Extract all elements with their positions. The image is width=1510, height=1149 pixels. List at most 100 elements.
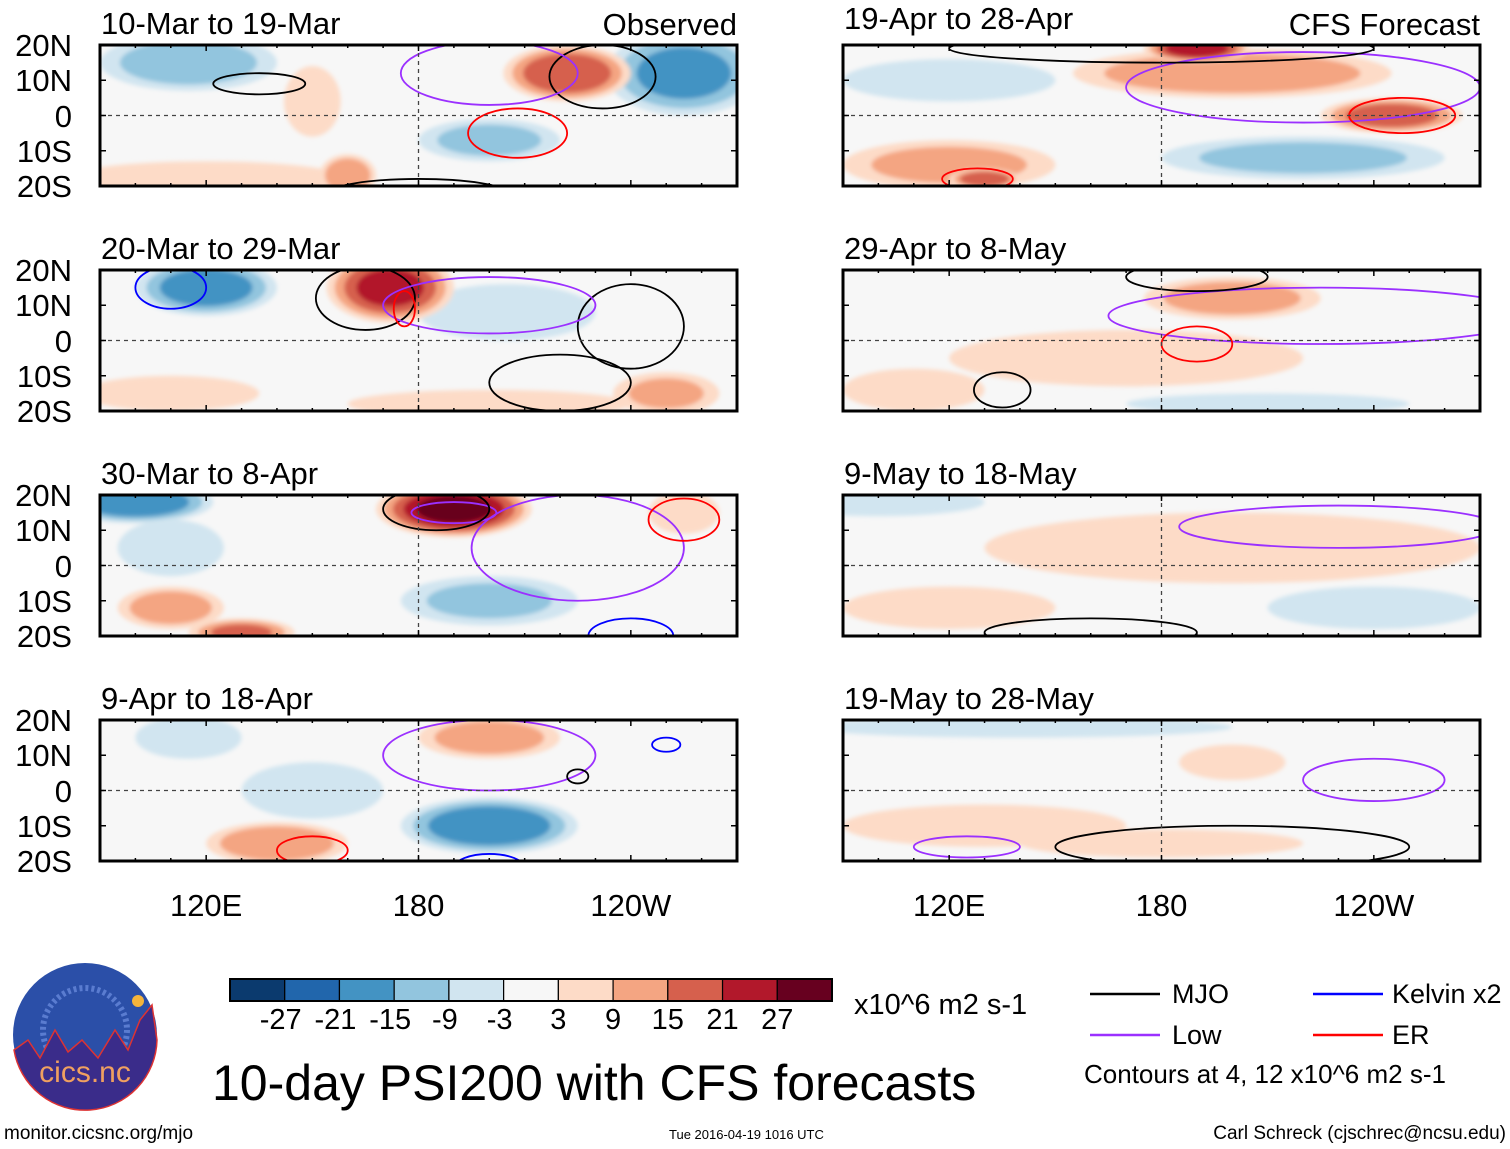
anomaly-shading [284,66,341,137]
legend-label-mjo: MJO [1172,979,1229,1009]
cicsnc-logo: cics.nc [13,963,158,1111]
anomaly-shading [523,53,612,93]
contour-er [647,497,721,542]
contour-low [470,495,685,602]
map-panel [843,45,1480,186]
footer-author: Carl Schreck (cjschrec@ncsu.edu) [1213,1123,1506,1144]
contour-kelvin [651,736,682,753]
anomaly-shading [210,624,273,636]
anomaly-fill [100,495,720,636]
y-tick-label: 20S [16,619,72,654]
colorbar-label: -27 [259,1004,302,1036]
contour-low [382,276,597,335]
map-panel [100,720,737,861]
y-tick-label: 20S [16,394,72,429]
y-tick-label: 10S [16,358,72,394]
anomaly-shading [117,519,224,577]
anomaly-shading [1163,281,1301,315]
colorbar-swatch [448,978,505,1002]
contour-low [410,501,498,525]
panel-title: 20-Mar to 29-Mar [101,231,341,266]
colorbar-label: -15 [369,1004,412,1036]
contour-er [941,167,1014,186]
contour-kelvin [134,270,208,310]
y-tick-label: 20N [15,703,72,738]
colorbar-swatch [229,978,286,1002]
y-tick-label: 20N [15,253,72,288]
colorbar-swatch [612,978,669,1002]
x-tick-label: 120E [169,888,243,923]
anomaly-fill [100,45,737,186]
contour-er [392,290,416,328]
anomaly-shading [129,591,212,625]
colorbar-swatch [503,978,559,1002]
contour-mjo [548,45,657,110]
contour-er [467,107,569,159]
panel-title: 29-Apr to 8-May [844,231,1067,266]
contour-low [382,720,597,792]
anomaly-shading [437,124,542,156]
colorbar-swatch [557,978,614,1002]
anomaly-shading [648,495,720,534]
anomaly-shading [428,806,551,846]
anomaly-fill [843,277,1410,411]
contour-low [399,45,579,106]
colorbar-frame [229,978,833,1002]
anomaly-shading [949,329,1304,387]
anomaly-shading [135,720,242,759]
legend-label-low: Low [1172,1020,1222,1050]
y-tick-label: 0 [54,548,72,584]
y-tick-label: 20N [15,28,72,63]
contour-mjo [973,371,1032,409]
y-tick-label: 10S [16,133,72,169]
map-panel [843,270,1480,411]
x-tick-label: 180 [1135,888,1188,923]
contour-low [1302,757,1446,802]
y-tick-label: 0 [54,323,72,359]
panel-title: 19-May to 28-May [844,681,1094,716]
y-tick-label: 10S [16,583,72,619]
contour-low [1107,286,1480,345]
panel-title: 10-Mar to 19-Mar [101,6,341,41]
panel-title: 30-Mar to 8-Apr [101,456,319,491]
anomaly-shading [1165,45,1229,57]
anomaly-shading [1126,393,1410,411]
colorbar-label: 15 [651,1004,684,1036]
colorbar-label: 21 [706,1004,739,1036]
colorbar-swatch [338,978,395,1002]
anomaly-shading [843,59,1056,102]
contour-mjo [1054,824,1411,861]
y-tick-label: 0 [54,773,72,809]
colorbar-swatch [721,978,778,1002]
contour-er [276,835,349,861]
colorbar-label: -21 [314,1004,357,1036]
anomaly-shading [960,171,1010,186]
anomaly-shading [416,495,491,523]
contour-mjo [212,72,307,96]
chart-title: 10-day PSI200 with CFS forecasts [212,1055,977,1111]
anomaly-shading [220,826,334,861]
y-tick-label: 20S [16,169,72,204]
y-tick-label: 20S [16,844,72,879]
map-panel [100,270,737,411]
colorbar-label: 27 [761,1004,794,1036]
anomaly-shading [100,495,190,517]
colorbar-label: 3 [550,1004,567,1036]
column-label: CFS Forecast [1288,7,1480,42]
anomaly-shading [356,270,424,307]
contour-low [1178,504,1480,549]
contour-mjo [566,768,590,785]
anomaly-shading [636,47,732,99]
footer-url[interactable]: monitor.cicsnc.org/mjo [4,1123,194,1144]
y-tick-label: 20N [15,478,72,513]
legend-note: Contours at 4, 12 x10^6 m2 s-1 [1084,1059,1446,1089]
legend-label-er: ER [1392,1020,1430,1050]
map-panel [100,45,737,186]
anomaly-fill [135,720,578,861]
footer-timestamp: Tue 2016-04-19 1016 UTC [669,1127,824,1142]
anomaly-shading [843,495,985,517]
legend-label-kelvin: Kelvin x2 [1392,979,1502,1009]
colorbar-label: -9 [432,1004,458,1036]
anomaly-shading [418,284,596,341]
y-tick-label: 10N [15,288,72,324]
